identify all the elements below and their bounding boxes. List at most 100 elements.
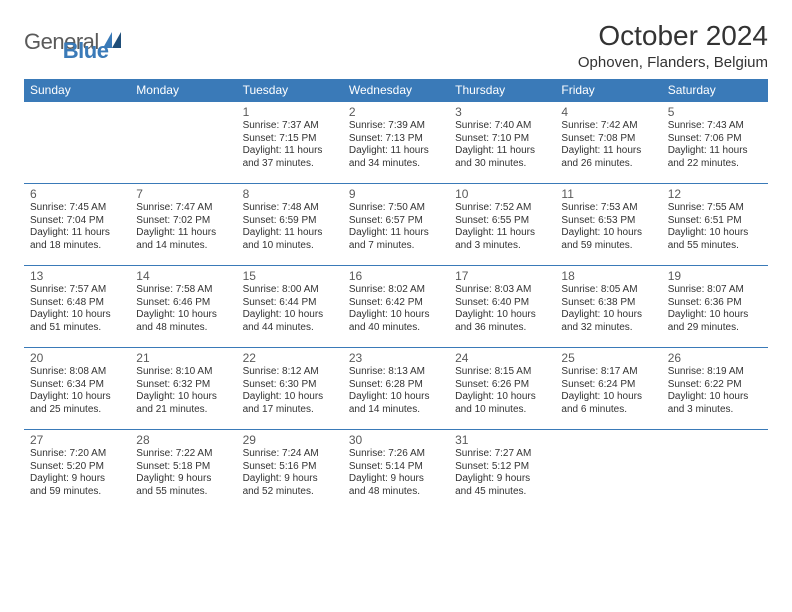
day-number: 20 xyxy=(30,351,124,365)
calendar-week-row: 27Sunrise: 7:20 AMSunset: 5:20 PMDayligh… xyxy=(24,430,768,512)
sunset-text: Sunset: 7:15 PM xyxy=(243,133,337,146)
daylight-text: Daylight: 9 hours and 52 minutes. xyxy=(243,473,337,498)
sunset-text: Sunset: 6:38 PM xyxy=(561,297,655,310)
day-number: 21 xyxy=(136,351,230,365)
daylight-text: Daylight: 10 hours and 29 minutes. xyxy=(668,309,762,334)
daylight-text: Daylight: 10 hours and 48 minutes. xyxy=(136,309,230,334)
sunset-text: Sunset: 6:44 PM xyxy=(243,297,337,310)
calendar-day-cell: 28Sunrise: 7:22 AMSunset: 5:18 PMDayligh… xyxy=(130,430,236,512)
day-number: 14 xyxy=(136,269,230,283)
sunset-text: Sunset: 5:16 PM xyxy=(243,461,337,474)
sunset-text: Sunset: 7:13 PM xyxy=(349,133,443,146)
day-number: 10 xyxy=(455,187,549,201)
day-number: 23 xyxy=(349,351,443,365)
sunset-text: Sunset: 6:53 PM xyxy=(561,215,655,228)
location-text: Ophoven, Flanders, Belgium xyxy=(578,54,768,71)
day-number: 27 xyxy=(30,433,124,447)
daylight-text: Daylight: 9 hours and 45 minutes. xyxy=(455,473,549,498)
calendar-week-row: 20Sunrise: 8:08 AMSunset: 6:34 PMDayligh… xyxy=(24,348,768,430)
daylight-text: Daylight: 10 hours and 17 minutes. xyxy=(243,391,337,416)
sunset-text: Sunset: 6:55 PM xyxy=(455,215,549,228)
sunset-text: Sunset: 6:32 PM xyxy=(136,379,230,392)
day-number: 6 xyxy=(30,187,124,201)
sunrise-text: Sunrise: 7:57 AM xyxy=(30,284,124,297)
calendar-day-cell: 21Sunrise: 8:10 AMSunset: 6:32 PMDayligh… xyxy=(130,348,236,430)
daylight-text: Daylight: 9 hours and 48 minutes. xyxy=(349,473,443,498)
sunrise-text: Sunrise: 8:07 AM xyxy=(668,284,762,297)
daylight-text: Daylight: 10 hours and 10 minutes. xyxy=(455,391,549,416)
calendar-day-cell: 22Sunrise: 8:12 AMSunset: 6:30 PMDayligh… xyxy=(237,348,343,430)
sunset-text: Sunset: 6:36 PM xyxy=(668,297,762,310)
sunrise-text: Sunrise: 7:27 AM xyxy=(455,448,549,461)
sunset-text: Sunset: 6:57 PM xyxy=(349,215,443,228)
sunrise-text: Sunrise: 7:52 AM xyxy=(455,202,549,215)
sunrise-text: Sunrise: 7:43 AM xyxy=(668,120,762,133)
daylight-text: Daylight: 10 hours and 55 minutes. xyxy=(668,227,762,252)
sunset-text: Sunset: 6:34 PM xyxy=(30,379,124,392)
day-number: 26 xyxy=(668,351,762,365)
sunrise-text: Sunrise: 7:45 AM xyxy=(30,202,124,215)
calendar-day-cell: 2Sunrise: 7:39 AMSunset: 7:13 PMDaylight… xyxy=(343,102,449,184)
sunset-text: Sunset: 5:12 PM xyxy=(455,461,549,474)
daylight-text: Daylight: 11 hours and 7 minutes. xyxy=(349,227,443,252)
calendar-day-cell: 13Sunrise: 7:57 AMSunset: 6:48 PMDayligh… xyxy=(24,266,130,348)
daylight-text: Daylight: 11 hours and 37 minutes. xyxy=(243,145,337,170)
calendar-day-cell: 19Sunrise: 8:07 AMSunset: 6:36 PMDayligh… xyxy=(662,266,768,348)
sunrise-text: Sunrise: 7:47 AM xyxy=(136,202,230,215)
sunrise-text: Sunrise: 8:13 AM xyxy=(349,366,443,379)
day-number: 30 xyxy=(349,433,443,447)
sunrise-text: Sunrise: 7:22 AM xyxy=(136,448,230,461)
daylight-text: Daylight: 10 hours and 40 minutes. xyxy=(349,309,443,334)
sunrise-text: Sunrise: 8:03 AM xyxy=(455,284,549,297)
daylight-text: Daylight: 10 hours and 6 minutes. xyxy=(561,391,655,416)
sunrise-text: Sunrise: 8:15 AM xyxy=(455,366,549,379)
sunrise-text: Sunrise: 8:05 AM xyxy=(561,284,655,297)
sunset-text: Sunset: 6:30 PM xyxy=(243,379,337,392)
sunrise-text: Sunrise: 8:10 AM xyxy=(136,366,230,379)
sunset-text: Sunset: 6:59 PM xyxy=(243,215,337,228)
day-number: 8 xyxy=(243,187,337,201)
sunrise-text: Sunrise: 7:53 AM xyxy=(561,202,655,215)
calendar-day-cell: 4Sunrise: 7:42 AMSunset: 7:08 PMDaylight… xyxy=(555,102,661,184)
daylight-text: Daylight: 11 hours and 10 minutes. xyxy=(243,227,337,252)
day-number: 17 xyxy=(455,269,549,283)
day-number: 29 xyxy=(243,433,337,447)
sunset-text: Sunset: 6:24 PM xyxy=(561,379,655,392)
sunrise-text: Sunrise: 8:19 AM xyxy=(668,366,762,379)
sunset-text: Sunset: 6:28 PM xyxy=(349,379,443,392)
day-number: 13 xyxy=(30,269,124,283)
sunset-text: Sunset: 6:51 PM xyxy=(668,215,762,228)
sunrise-text: Sunrise: 8:12 AM xyxy=(243,366,337,379)
daylight-text: Daylight: 9 hours and 59 minutes. xyxy=(30,473,124,498)
sunrise-text: Sunrise: 7:50 AM xyxy=(349,202,443,215)
sunset-text: Sunset: 7:06 PM xyxy=(668,133,762,146)
logo: General Blue xyxy=(24,20,108,64)
day-number: 15 xyxy=(243,269,337,283)
calendar-day-cell: 11Sunrise: 7:53 AMSunset: 6:53 PMDayligh… xyxy=(555,184,661,266)
sunrise-text: Sunrise: 7:55 AM xyxy=(668,202,762,215)
daylight-text: Daylight: 11 hours and 14 minutes. xyxy=(136,227,230,252)
calendar-day-cell: 8Sunrise: 7:48 AMSunset: 6:59 PMDaylight… xyxy=(237,184,343,266)
weekday-header: Monday xyxy=(130,79,236,102)
weekday-header: Wednesday xyxy=(343,79,449,102)
calendar-empty-cell xyxy=(24,102,130,184)
day-number: 5 xyxy=(668,105,762,119)
calendar-table: SundayMondayTuesdayWednesdayThursdayFrid… xyxy=(24,79,768,512)
calendar-day-cell: 3Sunrise: 7:40 AMSunset: 7:10 PMDaylight… xyxy=(449,102,555,184)
day-number: 2 xyxy=(349,105,443,119)
calendar-week-row: 13Sunrise: 7:57 AMSunset: 6:48 PMDayligh… xyxy=(24,266,768,348)
weekday-header: Friday xyxy=(555,79,661,102)
calendar-body: 1Sunrise: 7:37 AMSunset: 7:15 PMDaylight… xyxy=(24,102,768,512)
day-number: 9 xyxy=(349,187,443,201)
weekday-header: Sunday xyxy=(24,79,130,102)
calendar-day-cell: 17Sunrise: 8:03 AMSunset: 6:40 PMDayligh… xyxy=(449,266,555,348)
calendar-week-row: 6Sunrise: 7:45 AMSunset: 7:04 PMDaylight… xyxy=(24,184,768,266)
sunrise-text: Sunrise: 7:58 AM xyxy=(136,284,230,297)
daylight-text: Daylight: 10 hours and 36 minutes. xyxy=(455,309,549,334)
day-number: 3 xyxy=(455,105,549,119)
calendar-day-cell: 31Sunrise: 7:27 AMSunset: 5:12 PMDayligh… xyxy=(449,430,555,512)
day-number: 28 xyxy=(136,433,230,447)
calendar-day-cell: 26Sunrise: 8:19 AMSunset: 6:22 PMDayligh… xyxy=(662,348,768,430)
sunrise-text: Sunrise: 7:42 AM xyxy=(561,120,655,133)
weekday-header: Tuesday xyxy=(237,79,343,102)
